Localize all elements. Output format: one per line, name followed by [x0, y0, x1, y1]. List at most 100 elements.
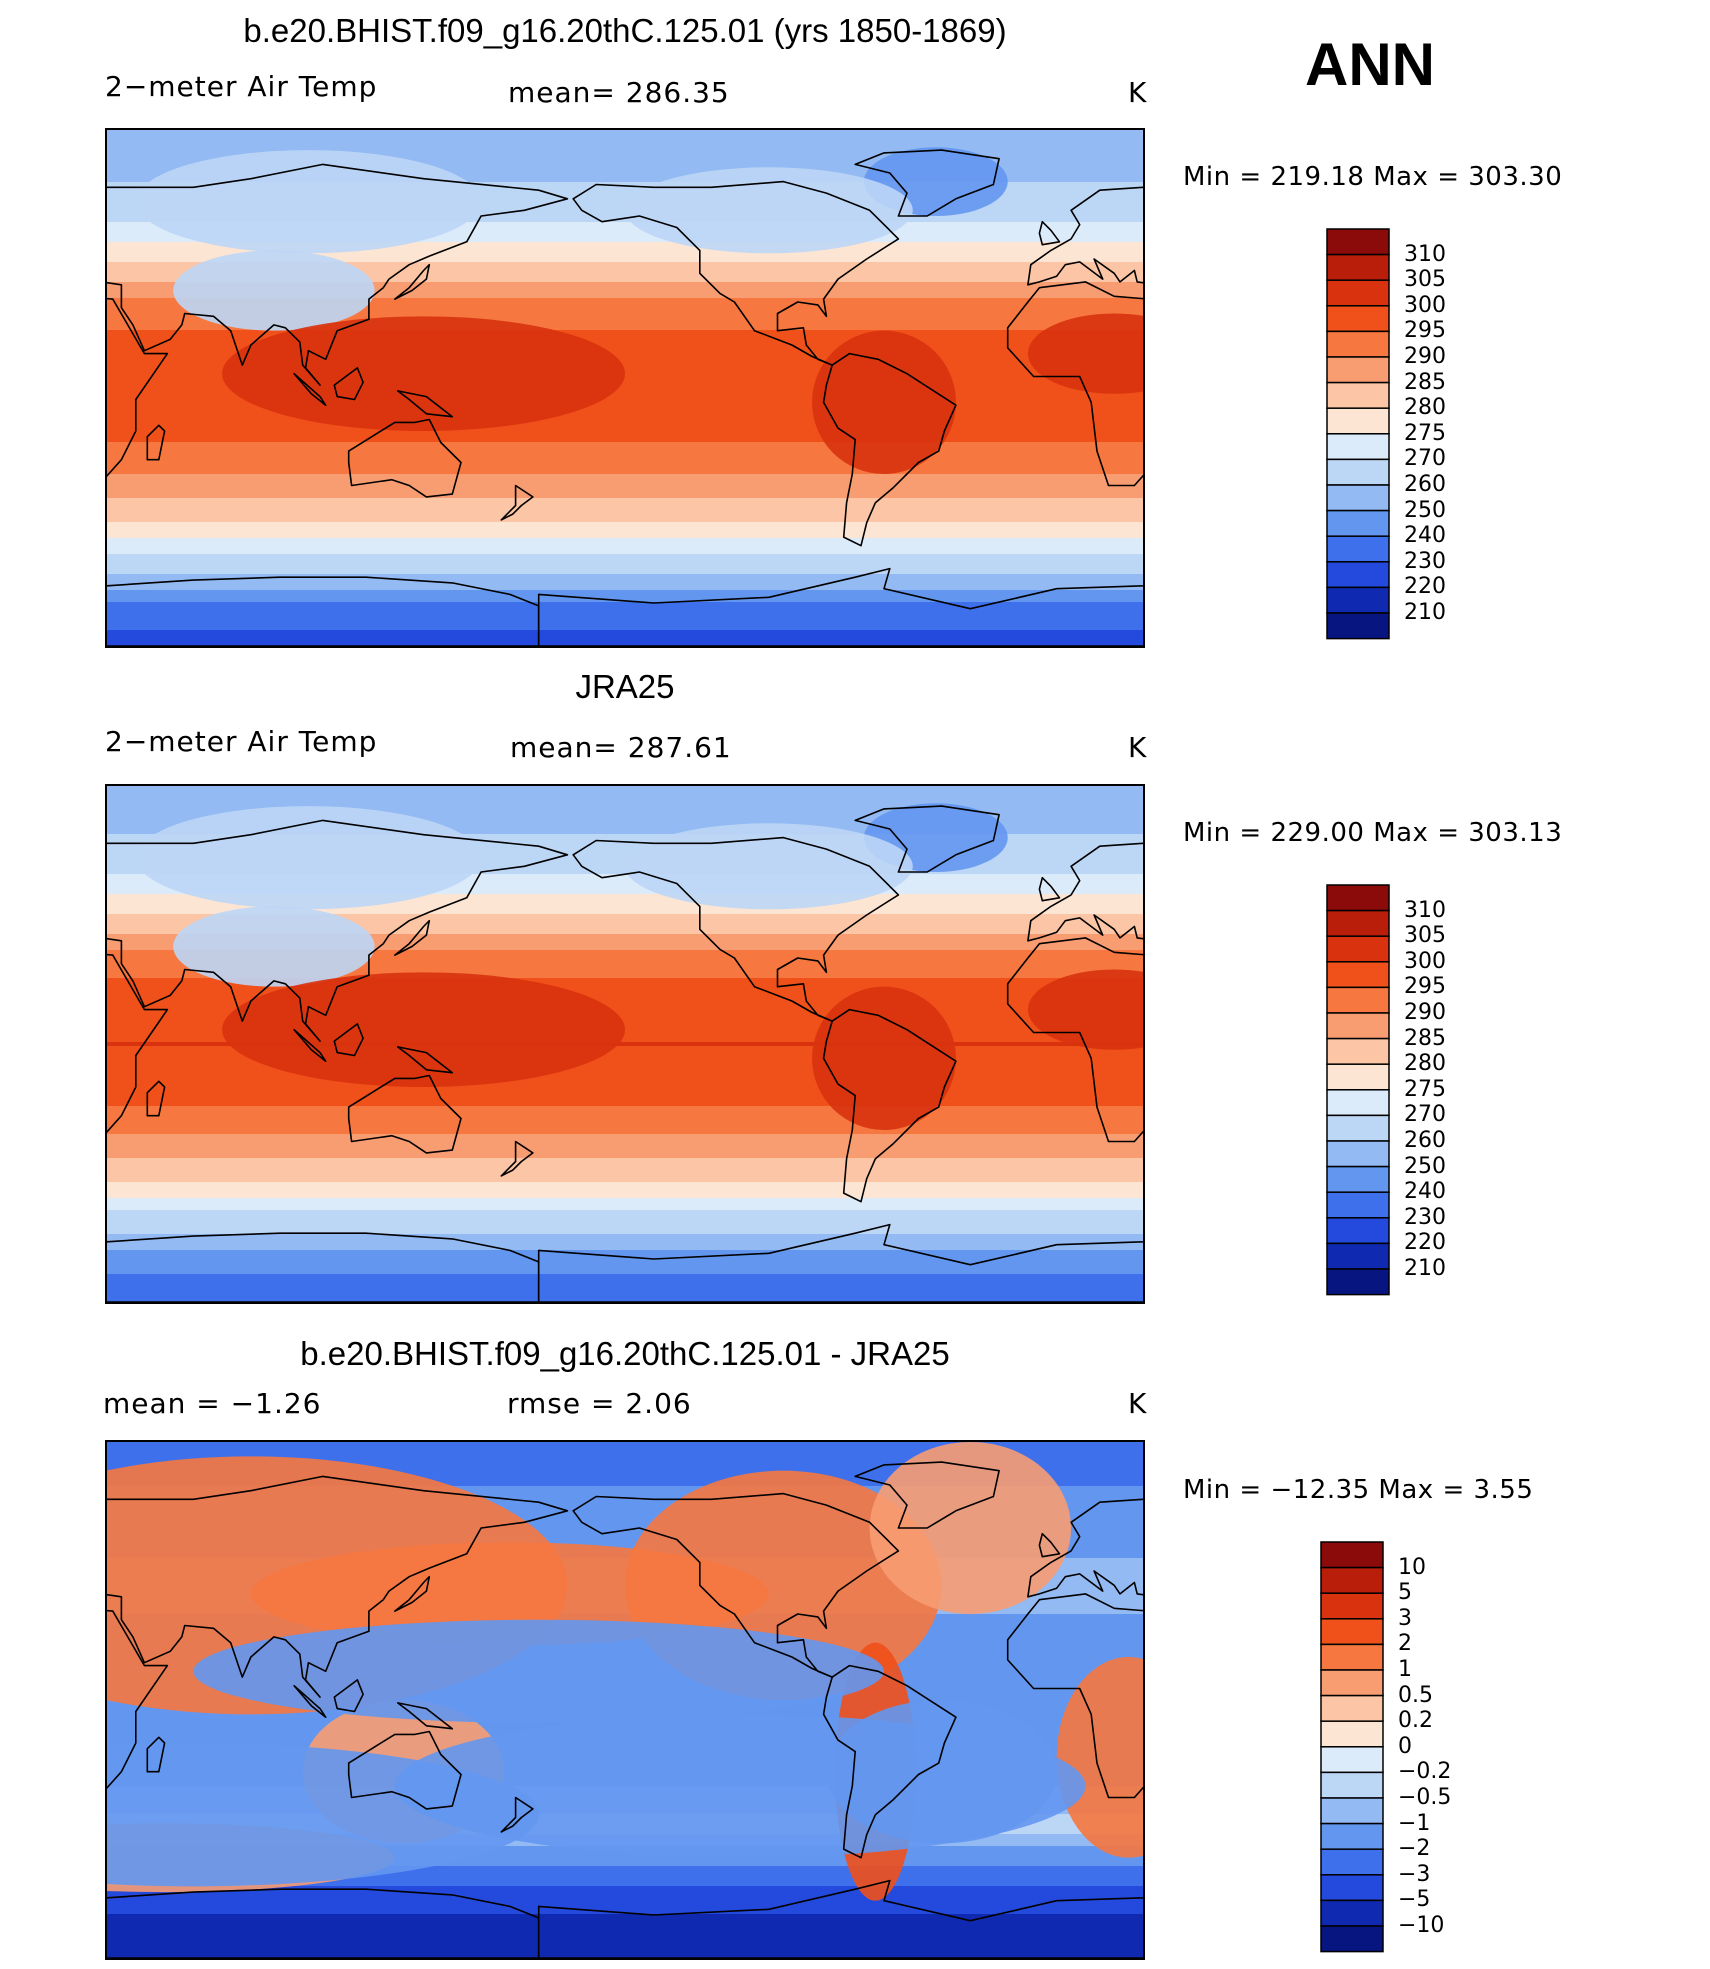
- contour-band: [107, 346, 1143, 351]
- contour-band: [107, 862, 1143, 867]
- contour-band: [107, 498, 1143, 503]
- contour-band: [107, 282, 1143, 287]
- contour-band: [107, 1862, 1143, 1867]
- regional-anomaly: [222, 316, 626, 431]
- contour-band: [107, 266, 1143, 271]
- coastline: [500, 484, 534, 521]
- contour-band: [107, 330, 1143, 335]
- contour-band: [107, 986, 1143, 991]
- coastline: [107, 819, 569, 1042]
- contour-band: [107, 370, 1143, 375]
- colorbar-label: 305: [1404, 923, 1446, 949]
- colorbar-label: 275: [1404, 1076, 1446, 1102]
- contour-band: [107, 402, 1143, 407]
- colorbar-box: [1320, 1848, 1384, 1876]
- contour-band: [107, 558, 1143, 563]
- contour-band: [107, 478, 1143, 483]
- coastline: [333, 1679, 364, 1713]
- coastline: [854, 149, 1000, 217]
- contour-band: [107, 1938, 1143, 1943]
- contour-band: [107, 570, 1143, 575]
- contour-band: [107, 814, 1143, 819]
- contour-band: [107, 398, 1143, 403]
- contour-band: [107, 1162, 1143, 1167]
- colorbar-box: [1320, 1592, 1384, 1620]
- panel3-regional-anomalies: [107, 1442, 1143, 1901]
- coastline: [1038, 876, 1061, 902]
- colorbar-box: [1326, 407, 1390, 435]
- panel3-map: [105, 1440, 1145, 1960]
- coastline: [572, 180, 900, 366]
- regional-anomaly: [193, 1619, 884, 1723]
- contour-band: [107, 302, 1143, 307]
- contour-band: [107, 1298, 1143, 1302]
- colorbar-box: [1326, 909, 1390, 937]
- contour-band: [107, 1470, 1143, 1475]
- colorbar-label: 210: [1404, 600, 1446, 625]
- contour-band: [107, 1278, 1143, 1283]
- coastline: [146, 1080, 166, 1117]
- contour-band: [107, 1166, 1143, 1171]
- contour-band: [107, 1250, 1143, 1255]
- panel3-units: K: [1128, 1387, 1148, 1420]
- contour-band: [107, 806, 1143, 811]
- contour-band: [107, 1282, 1143, 1287]
- contour-band: [107, 1110, 1143, 1115]
- contour-band: [107, 1226, 1143, 1231]
- contour-band: [107, 446, 1143, 451]
- colorbar-label: −5: [1398, 1887, 1431, 1913]
- contour-band: [107, 1218, 1143, 1223]
- contour-band: [107, 1006, 1143, 1011]
- contour-band: [107, 990, 1143, 995]
- contour-band: [107, 298, 1143, 303]
- contour-band: [107, 174, 1143, 179]
- coastline: [293, 1028, 327, 1062]
- panel2-coastlines: [107, 805, 1143, 1302]
- contour-band: [107, 522, 1143, 527]
- contour-band: [107, 486, 1143, 491]
- regional-anomaly: [107, 1743, 539, 1887]
- coastline: [107, 1609, 169, 1790]
- regional-anomaly: [173, 250, 375, 331]
- contour-band: [107, 322, 1143, 327]
- contour-band: [107, 574, 1143, 579]
- contour-band: [107, 146, 1143, 151]
- panel1-units: K: [1128, 76, 1148, 109]
- coastline: [1006, 281, 1143, 487]
- colorbar-label: 260: [1404, 472, 1446, 497]
- colorbar-label: 230: [1404, 548, 1446, 574]
- colorbar-box: [1326, 1089, 1390, 1117]
- panel3-map-svg: [107, 1442, 1143, 1958]
- contour-band: [107, 902, 1143, 907]
- colorbar-box: [1320, 1618, 1384, 1646]
- contour-band: [107, 1030, 1143, 1035]
- contour-band: [107, 1186, 1143, 1191]
- colorbar-label: 285: [1404, 1025, 1446, 1051]
- contour-band: [107, 898, 1143, 903]
- contour-band: [107, 1242, 1143, 1247]
- colorbar-box: [1320, 1669, 1384, 1697]
- contour-band: [107, 818, 1143, 823]
- contour-band: [107, 582, 1143, 587]
- contour-band: [107, 970, 1143, 975]
- colorbar-box: [1326, 509, 1390, 537]
- contour-band: [107, 926, 1143, 931]
- contour-band: [107, 606, 1143, 611]
- contour-band: [107, 602, 1143, 607]
- contour-band: [107, 1158, 1143, 1163]
- contour-band: [107, 1142, 1143, 1147]
- contour-band: [107, 162, 1143, 167]
- contour-band: [107, 1202, 1143, 1207]
- coastline: [107, 163, 569, 386]
- panel2-contour-fill: [107, 786, 1143, 1302]
- contour-band: [107, 594, 1143, 599]
- contour-band: [107, 1498, 1143, 1503]
- contour-band: [107, 526, 1143, 531]
- contour-band: [107, 938, 1143, 943]
- contour-band: [107, 166, 1143, 171]
- colorbar-box: [1326, 433, 1390, 461]
- contour-band: [107, 1934, 1143, 1939]
- coastline: [107, 1475, 569, 1698]
- panel3-mean: mean = −1.26: [103, 1387, 322, 1420]
- contour-band: [107, 198, 1143, 203]
